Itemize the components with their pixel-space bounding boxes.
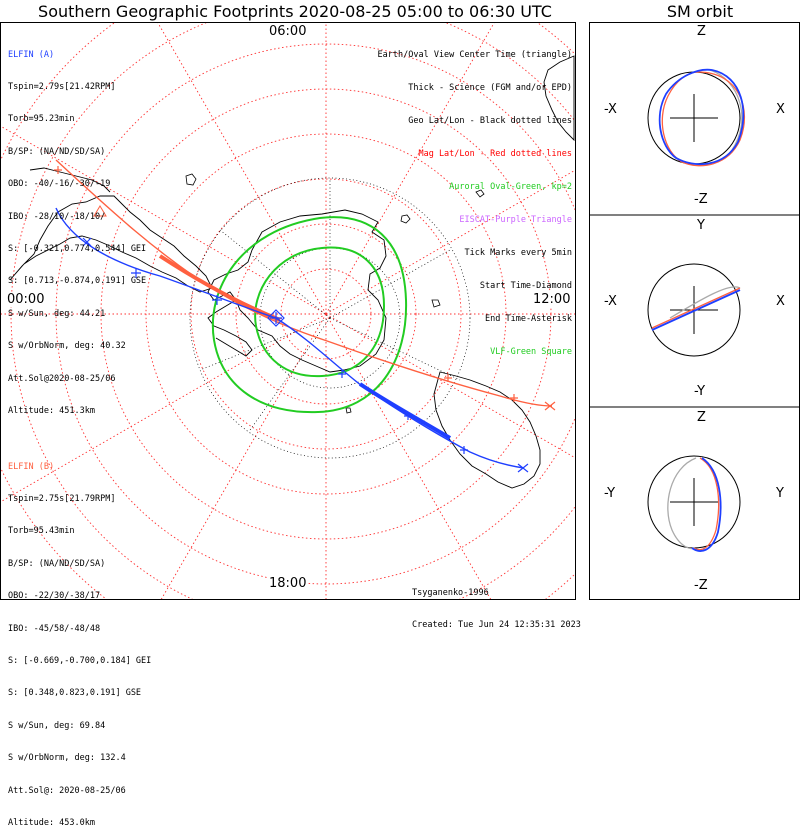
sm-panel-3-bottom: -Z bbox=[694, 578, 708, 593]
sm-panel-3-top: Z bbox=[697, 410, 706, 425]
sm-orbit-panels bbox=[647, 68, 745, 552]
elfin-a-track bbox=[55, 207, 525, 469]
elfin-a-line: Tspin=2.79s[21.42RPM] bbox=[8, 81, 116, 92]
mag-lat-lon-grid bbox=[1, 23, 575, 599]
legend-item: Earth/Oval View Center Time (triangle) bbox=[377, 50, 572, 60]
legend-item: Thick - Science (FGM and/or EPD) bbox=[408, 83, 572, 93]
south-america-coastline bbox=[9, 195, 213, 293]
elfin-a-science-segment bbox=[358, 382, 452, 440]
elfin-a-tick-marks bbox=[82, 237, 529, 473]
elfin-b-line: Att.Sol@: 2020-08-25/06 bbox=[8, 785, 126, 796]
elfin-a-line: Att.Sol@2020-08-25/06 bbox=[8, 373, 116, 384]
sm-panel-2-top: Y bbox=[697, 218, 705, 233]
sm-panel-2-bottom: -Y bbox=[694, 384, 706, 399]
sm-panel-3 bbox=[647, 455, 741, 552]
elfin-a-line: Altitude: 451.3km bbox=[8, 405, 95, 416]
sm-orbit-elfin-a bbox=[651, 289, 741, 331]
sm-orbit-elfin-b bbox=[693, 457, 720, 551]
elfin-a-line: B/SP: (NA/ND/SD/SA) bbox=[8, 146, 106, 157]
sm-orbit-elfin-b bbox=[651, 287, 741, 329]
sm-panel-1 bbox=[647, 68, 745, 167]
legend-item: End Time-Asterisk bbox=[485, 314, 572, 324]
island-3 bbox=[431, 299, 441, 308]
time-label-bottom: 18:00 bbox=[268, 576, 308, 591]
mag-lat-circle bbox=[190, 178, 462, 450]
mag-lat-circle bbox=[10, 23, 575, 599]
elfin-b-line: S: [0.348,0.823,0.191] GSE bbox=[8, 688, 142, 699]
elfin-a-info: ELFIN (A) Tspin=2.79s[21.42RPM] Torb=95.… bbox=[8, 28, 146, 427]
sm-orbit-trace-gray bbox=[669, 286, 741, 319]
elfin-b-header: ELFIN (B) bbox=[8, 461, 55, 472]
elfin-a-line: S w/Sun, deg: 44.21 bbox=[8, 308, 106, 319]
island-1 bbox=[185, 173, 197, 186]
legend-item: Geo Lat/Lon - Black dotted lines bbox=[408, 116, 572, 126]
time-label-right: 12:00 bbox=[532, 292, 572, 307]
island-4 bbox=[345, 407, 352, 414]
sm-panel-2-left: -X bbox=[604, 294, 617, 309]
sm-panel-3-left: -Y bbox=[604, 486, 616, 501]
elfin-b-line: IBO: -45/58/-48/48 bbox=[8, 623, 101, 634]
legend-item: Start Time-Diamond bbox=[479, 281, 572, 291]
elfin-b-line: S: [-0.669,-0.700,0.184] GEI bbox=[8, 655, 152, 666]
view-center-marker bbox=[267, 309, 285, 327]
sm-orbit-elfin-a bbox=[691, 457, 722, 552]
elfin-a-line: S: [-0.321,0.774,0.544] GEI bbox=[8, 243, 147, 254]
sm-panel-1-top: Z bbox=[697, 24, 706, 39]
auroral-oval-outer bbox=[211, 216, 408, 414]
elfin-b-track bbox=[55, 159, 553, 407]
elfin-b-info: ELFIN (B) Tspin=2.75s[21.79RPM] Torb=95.… bbox=[8, 440, 151, 839]
australia-coastline bbox=[543, 55, 575, 142]
sm-orbit-trace-gray bbox=[667, 457, 697, 550]
elfin-b-line: Tspin=2.75s[21.79RPM] bbox=[8, 493, 116, 504]
elfin-b-line: Torb=95.43min bbox=[8, 526, 75, 537]
mag-lon-line bbox=[157, 23, 327, 315]
legend-item: EISCAT-Purple Triangle bbox=[459, 215, 572, 225]
sm-panel-3-right: Y bbox=[776, 486, 784, 501]
elfin-a-line: Torb=95.23min bbox=[8, 114, 75, 125]
south-america-west-coast bbox=[29, 167, 111, 193]
model-name: Tsyganenko-1996 bbox=[412, 587, 489, 598]
auroral-oval-inner bbox=[254, 246, 386, 378]
antarctica-coastline bbox=[207, 209, 387, 373]
sm-panel-1-left: -X bbox=[604, 102, 617, 117]
elfin-b-view-center-triangle bbox=[93, 205, 107, 217]
sm-orbit-title: SM orbit bbox=[666, 2, 734, 21]
antarctic-peninsula bbox=[207, 299, 253, 357]
elfin-a-header: ELFIN (A) bbox=[8, 49, 55, 60]
elfin-b-line: B/SP: (NA/ND/SD/SA) bbox=[8, 558, 106, 569]
elfin-b-line: Altitude: 453.0km bbox=[8, 817, 95, 828]
island-5 bbox=[475, 189, 485, 198]
mag-lat-circle bbox=[235, 223, 417, 405]
created-timestamp: Created: Tue Jun 24 12:35:31 2023 bbox=[412, 619, 581, 630]
sm-panel-1-bottom: -Z bbox=[694, 192, 708, 207]
earth-circle bbox=[647, 263, 741, 357]
sm-panel-2-right: X bbox=[776, 294, 785, 309]
time-label-left: 00:00 bbox=[6, 292, 46, 307]
page-title: Southern Geographic Footprints 2020-08-2… bbox=[38, 2, 552, 21]
legend-item: Mag Lat/Lon - Red dotted lines bbox=[418, 149, 572, 159]
africa-coastline bbox=[433, 371, 541, 489]
elfin-b-line: OBO: -22/30/-38/17 bbox=[8, 591, 101, 602]
elfin-a-line: S w/OrbNorm, deg: 40.32 bbox=[8, 341, 126, 352]
legend-item: VLF-Green Square bbox=[490, 347, 572, 357]
legend-item: Auroral Oval-Green, kp=2 bbox=[449, 182, 572, 192]
sm-orbit-elfin-a bbox=[658, 68, 745, 165]
legend: Earth/Oval View Center Time (triangle) T… bbox=[378, 28, 572, 369]
elfin-a-line: S: [0.713,-0.874,0.191] GSE bbox=[8, 276, 147, 287]
elfin-b-line: S w/Sun, deg: 69.84 bbox=[8, 720, 106, 731]
time-label-top: 06:00 bbox=[268, 24, 308, 39]
elfin-a-line: IBO: -28/10/-18/10/ bbox=[8, 211, 106, 222]
sm-panel-1-right: X bbox=[776, 102, 785, 117]
footer: Tsyganenko-1996 Created: Tue Jun 24 12:3… bbox=[412, 566, 581, 642]
island-2 bbox=[400, 214, 411, 224]
sm-panel-2 bbox=[647, 263, 741, 357]
legend-item: Tick Marks every 5min bbox=[464, 248, 572, 258]
elfin-b-tick-marks bbox=[54, 166, 556, 411]
elfin-a-line: OBO: -40/-16/-30/-19 bbox=[8, 179, 111, 190]
elfin-b-line: S w/OrbNorm, deg: 132.4 bbox=[8, 753, 126, 764]
